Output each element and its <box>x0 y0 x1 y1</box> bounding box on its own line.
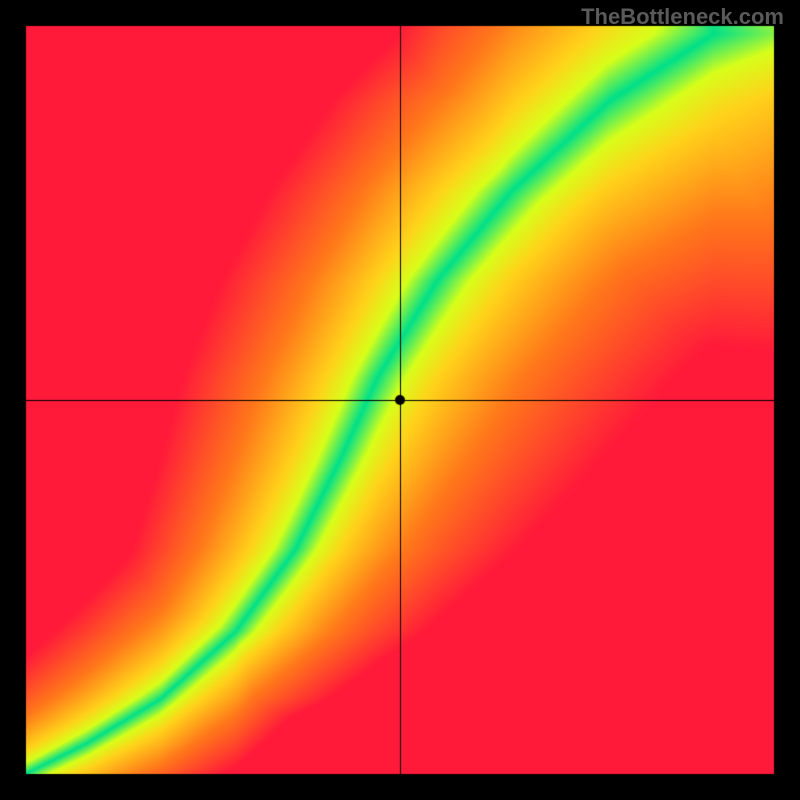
heatmap-canvas <box>0 0 800 800</box>
watermark-label: TheBottleneck.com <box>581 4 784 30</box>
chart-container: TheBottleneck.com <box>0 0 800 800</box>
